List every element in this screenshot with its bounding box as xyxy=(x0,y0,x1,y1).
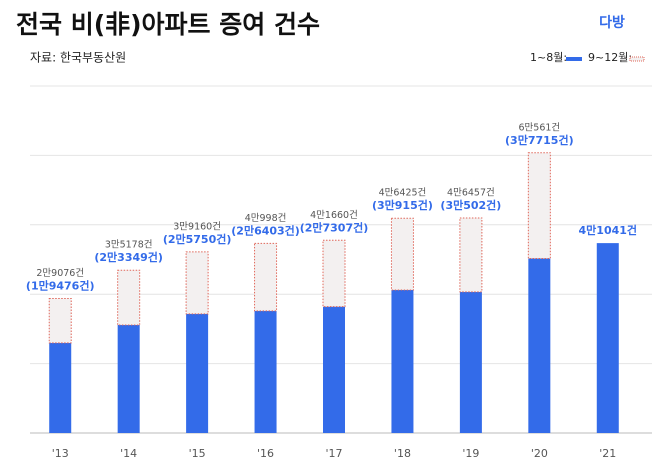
legend-label: 1~8월: xyxy=(530,51,567,64)
total-label: 2만9076건 xyxy=(36,268,84,279)
source: 자료: 한국부동산원 xyxy=(30,51,126,65)
bar xyxy=(596,243,619,433)
x-tick-label: '17 xyxy=(325,447,342,460)
value-label: (3만915건) xyxy=(372,198,433,212)
total-label: 3만9160건 xyxy=(173,221,221,232)
total-label: 4만6457건 xyxy=(447,188,495,199)
x-tick-label: '16 xyxy=(257,447,274,460)
bar xyxy=(48,297,72,344)
bar xyxy=(185,251,209,315)
bar xyxy=(254,242,278,312)
bar xyxy=(117,324,140,433)
x-tick-label: '13 xyxy=(52,447,69,460)
value-label: (2만3349건) xyxy=(94,250,163,264)
x-tick-label: '15 xyxy=(189,447,206,460)
bar xyxy=(186,313,209,433)
value-label: (2만7307건) xyxy=(300,220,369,234)
bar xyxy=(528,258,551,433)
value-label: (1만9476건) xyxy=(26,278,95,292)
total-label: 4만6425건 xyxy=(379,188,427,199)
bar xyxy=(390,217,414,291)
legend-label: 9~12월: xyxy=(588,51,632,64)
bar xyxy=(527,152,551,260)
value-label: 4만1041건 xyxy=(579,223,638,237)
bar xyxy=(117,269,141,326)
chart-title: 전국 비(非)아파트 증여 건수 xyxy=(16,10,320,39)
total-label: 6만561건 xyxy=(518,122,560,133)
bar xyxy=(323,306,345,433)
value-label: (3만502건) xyxy=(440,198,501,212)
total-label: 4만998건 xyxy=(245,213,287,224)
bar xyxy=(322,239,346,308)
total-label: 3만5178건 xyxy=(105,240,153,251)
value-label: (2만5750건) xyxy=(163,232,232,246)
bar xyxy=(49,342,72,433)
bar xyxy=(391,289,414,433)
bar xyxy=(254,310,277,433)
value-label: (2만6403건) xyxy=(231,223,300,237)
x-tick-label: '18 xyxy=(394,447,411,460)
logo: 다방 xyxy=(599,14,625,31)
x-tick-label: '21 xyxy=(599,447,616,460)
legend-swatch xyxy=(629,56,645,62)
x-tick-label: '19 xyxy=(462,447,479,460)
bar xyxy=(459,291,482,433)
value-label: (3만7715건) xyxy=(505,133,574,147)
x-tick-label: '14 xyxy=(120,447,137,460)
total-label: 4만1660건 xyxy=(310,210,358,221)
bar xyxy=(459,217,483,293)
x-tick-label: '20 xyxy=(531,447,548,460)
